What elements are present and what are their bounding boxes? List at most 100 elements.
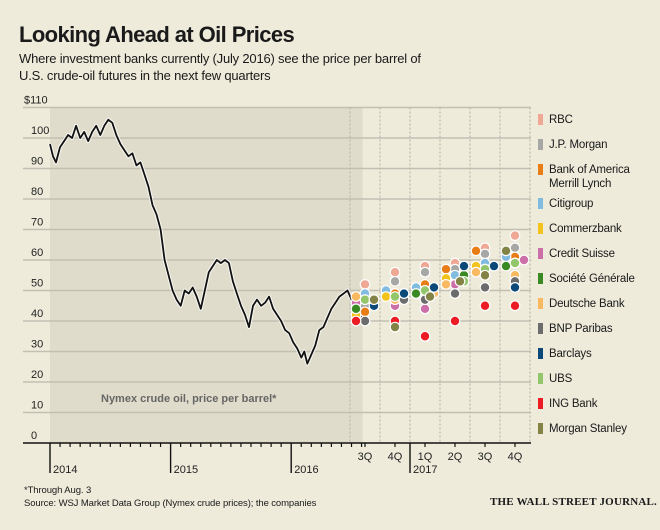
legend-label: ING Bank: [549, 398, 598, 410]
x-quarter-label: 4Q: [508, 451, 523, 463]
x-quarter-label: 2Q: [448, 451, 463, 463]
forecast-dot: [518, 254, 530, 266]
x-quarter-label: 4Q: [388, 451, 403, 463]
forecast-dot: [509, 282, 521, 293]
gridlines: [23, 106, 531, 414]
forecast-dot: [479, 248, 491, 260]
forecast-dot: [350, 303, 362, 315]
legend-item: Commerzbank: [538, 222, 622, 236]
price-line-layer: [48, 117, 365, 366]
forecast-dot: [500, 260, 512, 272]
legend-swatch: [538, 248, 543, 259]
y-tick-label: 30: [31, 339, 43, 351]
y-tick-label: 20: [31, 369, 43, 381]
forecast-dot: [389, 291, 401, 303]
x-quarter-label: 3Q: [358, 451, 373, 463]
footnotes: *Through Aug. 3 Source: WSJ Market Data …: [24, 484, 316, 510]
series-annotation: Nymex crude oil, price per barrel*: [101, 393, 277, 405]
forecast-dot: [419, 330, 431, 342]
legend-label: Société Générale: [549, 273, 635, 285]
legend-label: Credit Suisse: [549, 248, 615, 260]
legend-swatch: [538, 198, 543, 209]
legend-swatch: [538, 348, 543, 359]
publisher-logo: THE WALL STREET JOURNAL.: [490, 496, 658, 508]
forecast-dot: [359, 279, 371, 290]
y-tick-label: 10: [31, 400, 43, 412]
forecast-dot: [479, 269, 491, 281]
legend-item: Citigroup: [538, 197, 593, 211]
legend-item: Société Générale: [538, 272, 635, 286]
forecast-dot: [488, 260, 500, 272]
forecast-dot: [479, 282, 491, 293]
footnote-through: *Through Aug. 3: [24, 485, 92, 496]
forecast-dot: [509, 300, 521, 312]
forecast-dot: [350, 315, 362, 327]
y-tick-label: 50: [31, 278, 43, 290]
forecast-dot: [424, 291, 436, 303]
legend-item: Bank of America Merrill Lynch: [538, 163, 630, 191]
y-tick-label: 40: [31, 308, 43, 320]
legend-swatch: [538, 398, 543, 409]
forecast-dots: [350, 230, 530, 342]
forecast-dot: [470, 245, 482, 257]
y-tick-label: $110: [24, 95, 48, 107]
legend-item: Credit Suisse: [538, 247, 615, 261]
legend-swatch: [538, 323, 543, 334]
forecast-dot: [419, 303, 431, 315]
price-line: [49, 118, 364, 365]
legend-label: UBS: [549, 373, 573, 385]
chart-subtitle: Where investment banks currently (July 2…: [19, 51, 421, 83]
legend-label: Deutsche Bank: [549, 298, 625, 310]
legend-label: J.P. Morgan: [549, 139, 608, 151]
legend-label: Citigroup: [549, 198, 594, 210]
legend-item: Morgan Stanley: [538, 422, 627, 436]
forecast-dot: [449, 288, 461, 299]
forecast-dot: [500, 245, 512, 257]
y-tick-label: 60: [31, 247, 43, 259]
forecast-dot: [389, 266, 401, 278]
legend-swatch: [538, 223, 543, 234]
legend-item: BNP Paribas: [538, 322, 613, 336]
chart-title: Looking Ahead at Oil Prices: [19, 22, 295, 47]
forecast-dot: [509, 230, 521, 242]
forecast-dot: [440, 279, 452, 290]
legend-swatch: [538, 373, 543, 384]
legend-item: J.P. Morgan: [538, 138, 608, 152]
legend-label: BNP Paribas: [549, 323, 613, 335]
x-axis: 2014 2015 2016 3Q 4Q 1Q 2Q 3Q 4Q 2017: [23, 442, 531, 476]
legend-label: Commerzbank: [549, 223, 622, 235]
y-tick-label: 90: [31, 156, 43, 168]
legend-label: RBC: [549, 114, 573, 126]
forecast-dot: [389, 321, 401, 333]
legend-item: Barclays: [538, 347, 592, 361]
forecast-dot: [479, 300, 491, 312]
legend-label: Morgan Stanley: [549, 423, 627, 435]
legend-swatch: [538, 114, 543, 125]
forecast-dot: [470, 266, 482, 278]
forecast-dot: [359, 306, 371, 318]
y-tick-label: 0: [31, 430, 37, 442]
y-tick-label: 100: [31, 125, 49, 137]
legend-item: ING Bank: [538, 397, 597, 411]
legend-item: RBC: [538, 113, 573, 127]
legend-swatch: [538, 164, 543, 175]
x-year-label: 2017: [413, 464, 437, 476]
legend-item: Deutsche Bank: [538, 297, 625, 311]
legend-item: UBS: [538, 372, 572, 386]
x-year-label: 2015: [174, 464, 198, 476]
y-tick-label: 70: [31, 217, 43, 229]
forecast-dot: [509, 242, 521, 254]
forecast-dot: [509, 257, 521, 269]
forecast-dot: [350, 291, 362, 303]
legend-swatch: [538, 139, 543, 150]
forecast-dot: [454, 275, 466, 287]
x-quarter-label: 1Q: [418, 451, 433, 463]
forecast-dot: [389, 275, 401, 287]
forecast-dot: [410, 288, 422, 299]
forecast-dot: [458, 260, 470, 272]
x-year-label: 2014: [53, 464, 77, 476]
legend-swatch: [538, 298, 543, 309]
forecast-dot: [380, 291, 392, 303]
forecast-dot: [440, 263, 452, 275]
